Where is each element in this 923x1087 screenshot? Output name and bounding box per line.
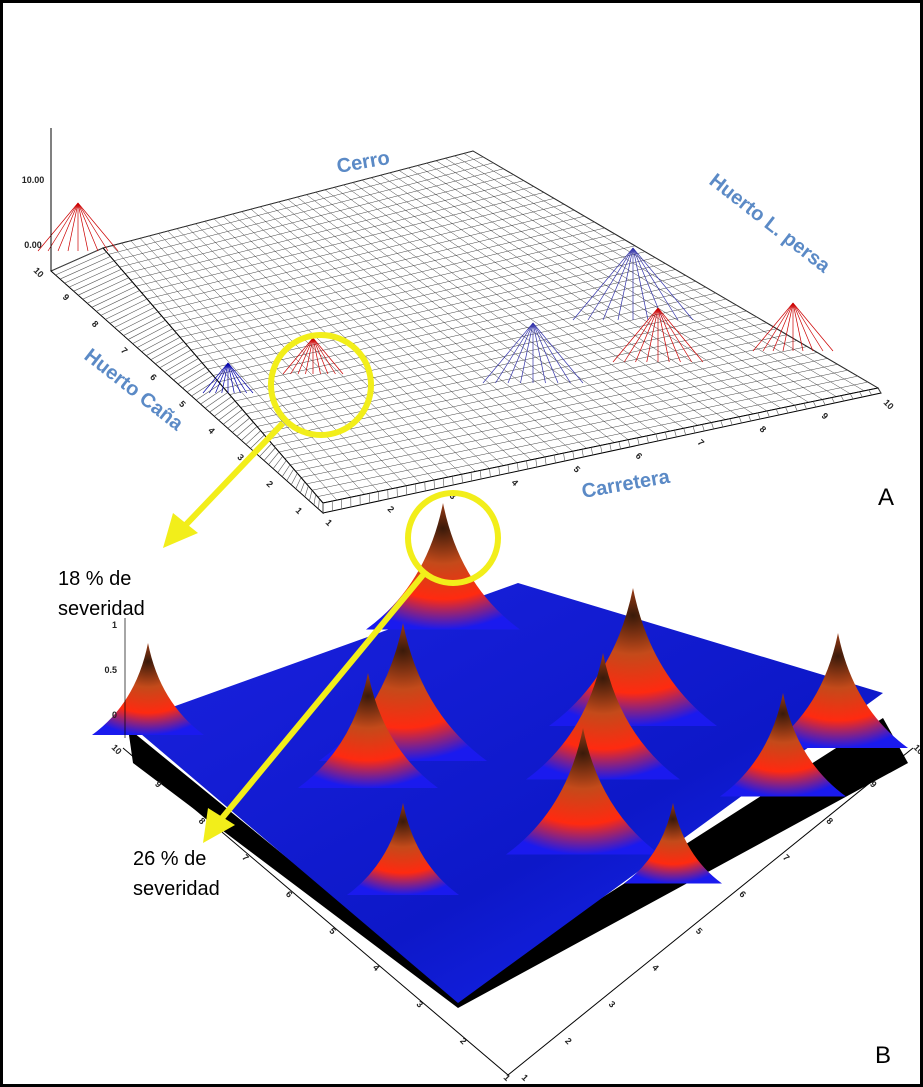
peak-mesh [78,203,88,251]
x-tick-label: 3 [607,999,618,1010]
region-label: Huerto L. persa [705,170,835,278]
x-tick-label: 6 [634,451,645,462]
figure-canvas: 10.000.001098765432112345678910 10.50109… [3,3,920,1084]
z-tick-label: 0 [112,710,117,720]
y-tick-label: 6 [148,372,159,383]
x-tick-label: 5 [694,926,705,937]
x-tick-label: 9 [820,411,831,422]
panel-b: 10.501098765432112345678910 [92,503,920,1083]
y-tick-label: 8 [90,319,101,330]
y-tick-label: 7 [240,852,251,863]
annotation: 18 % de [58,568,131,590]
peak [92,643,204,735]
peak-mesh [78,203,98,251]
x-tick-label: 6 [737,889,748,900]
x-tick-label: 4 [510,477,521,488]
z-tick-label: 10.00 [22,175,45,185]
region-label: Cerro [335,147,391,178]
x-tick-label: 1 [324,517,335,528]
x-tick-label: 8 [824,816,835,827]
x-tick-label: 10 [882,397,896,411]
figure: 10.000.001098765432112345678910 10.50109… [0,0,923,1087]
z-tick-label: 0.00 [24,240,42,250]
panel-label: A [878,484,894,511]
x-tick-label: 10 [912,742,920,756]
peak-mesh [38,203,78,251]
x-tick-label: 7 [696,437,707,448]
panel-a: 10.000.001098765432112345678910 [22,128,896,528]
peak-mesh [48,203,78,251]
peak-mesh [78,203,108,251]
z-tick-label: 1 [112,620,117,630]
x-tick-label: 2 [386,504,397,515]
x-tick-label: 8 [758,424,769,435]
peak-mesh [78,203,118,251]
x-tick-label: 2 [563,1036,574,1047]
region-label: Carretera [580,466,672,503]
x-tick-label: 5 [572,464,583,475]
annotation: 26 % de [133,848,206,870]
y-tick-label: 4 [371,962,382,973]
x-tick-label: 1 [520,1072,531,1083]
annotation: severidad [133,878,220,900]
y-tick-label: 5 [327,926,338,937]
y-tick-label: 9 [61,292,72,303]
peak-mesh [58,203,78,251]
y-tick-label: 10 [110,742,124,756]
z-tick-label: 0.5 [104,665,117,675]
y-tick-label: 6 [284,889,295,900]
peak-mesh [68,203,78,251]
annotation: severidad [58,598,145,620]
y-tick-label: 1 [294,505,305,516]
y-tick-label: 5 [177,399,188,410]
panel-label: B [875,1042,891,1069]
y-tick-label: 2 [264,479,275,490]
y-tick-label: 4 [206,425,217,436]
y-tick-label: 10 [32,265,46,279]
arrow [178,423,283,533]
y-tick-label: 7 [119,345,130,356]
x-tick-label: 4 [650,962,661,973]
